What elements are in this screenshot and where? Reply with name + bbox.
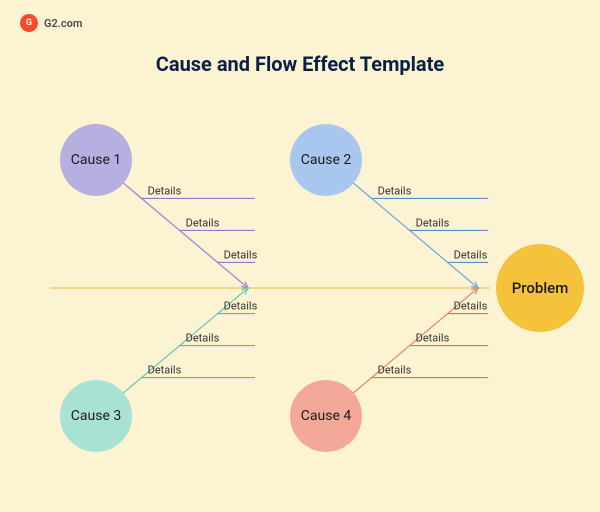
cause-3-detail-2-label: Details bbox=[224, 300, 258, 313]
cause-1-label: Cause 1 bbox=[71, 152, 121, 168]
cause-4-label: Cause 4 bbox=[301, 408, 352, 424]
problem-label: Problem bbox=[512, 279, 569, 297]
cause-4-detail-1-label: Details bbox=[416, 332, 450, 345]
cause-2-detail-1-label: Details bbox=[416, 216, 450, 229]
cause-3-detail-0-label: Details bbox=[148, 364, 182, 377]
cause-3-label: Cause 3 bbox=[71, 408, 121, 424]
cause-1-detail-1-label: Details bbox=[186, 216, 220, 229]
cause-2-label: Cause 2 bbox=[301, 152, 352, 168]
cause-2-detail-0-label: Details bbox=[378, 184, 412, 197]
fishbone-diagram: Details Details Details Details Details Detai… bbox=[0, 0, 600, 512]
cause-4-detail-2-label: Details bbox=[454, 300, 488, 313]
cause-2-detail-2-label: Details bbox=[454, 248, 488, 261]
cause-4-detail-0-label: Details bbox=[378, 364, 412, 377]
cause-3-detail-1-label: Details bbox=[186, 332, 220, 345]
cause-1-detail-2-label: Details bbox=[224, 248, 258, 261]
cause-1-detail-0-label: Details bbox=[148, 184, 182, 197]
diagram-canvas: G G2.com Cause and Flow Effect Template … bbox=[0, 0, 600, 512]
